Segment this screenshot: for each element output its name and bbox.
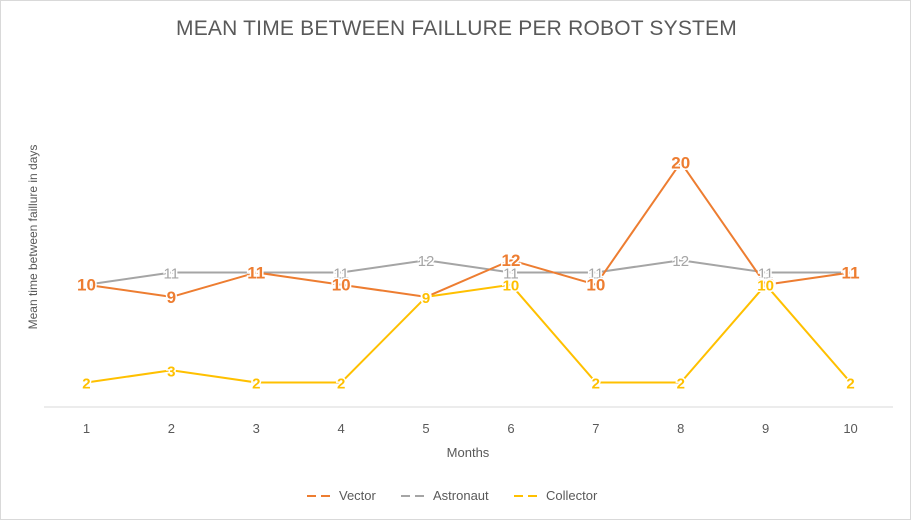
chart-title: MEAN TIME BETWEEN FAILLURE PER ROBOT SYS… <box>176 17 737 40</box>
data-label-astronaut: 11 <box>588 266 604 283</box>
data-label-vector: 10 <box>756 276 775 295</box>
data-label-collector: 10 <box>503 278 520 295</box>
x-axis-label: Months <box>447 445 490 460</box>
data-label-collector: 2 <box>592 376 600 393</box>
data-label-astronaut: 11 <box>503 266 519 283</box>
data-label-vector: 11 <box>842 264 860 283</box>
data-label-vector: 20 <box>671 153 690 172</box>
data-label-astronaut: 11 <box>843 266 859 283</box>
data-label-astronaut: 12 <box>672 253 689 270</box>
x-tick-label: 8 <box>677 421 684 436</box>
data-label-vector: 10 <box>586 276 605 295</box>
data-label-collector: 3 <box>167 363 175 380</box>
data-label-collector: 10 <box>757 278 774 295</box>
data-label-vector: 9 <box>421 288 430 307</box>
data-label-vector: 11 <box>247 264 265 283</box>
data-label-astronaut: 11 <box>164 266 180 283</box>
series-lines <box>85 161 852 384</box>
data-label-collector: 2 <box>677 376 685 393</box>
legend-label-collector: Collector <box>546 488 598 503</box>
data-label-collector: 2 <box>252 376 260 393</box>
series-line-astronaut <box>85 259 852 286</box>
x-tick-labels: 1 2 3 4 5 6 7 8 9 10 <box>83 421 858 436</box>
data-label-astronaut: 11 <box>248 266 264 283</box>
x-tick-label: 7 <box>592 421 599 436</box>
x-tick-label: 9 <box>762 421 769 436</box>
data-label-vector: 9 <box>167 288 176 307</box>
data-label-astronaut: 11 <box>758 266 774 283</box>
x-tick-label: 5 <box>422 421 429 436</box>
data-label-vector: 10 <box>77 276 96 295</box>
data-label-collector: 9 <box>422 290 430 307</box>
data-label-astronaut: 11 <box>333 266 349 283</box>
series-line-vector <box>85 161 852 298</box>
data-label-vector: 10 <box>332 276 351 295</box>
legend-label-astronaut: Astronaut <box>433 488 489 503</box>
y-axis-label: Mean time between faillure in days <box>26 145 40 330</box>
x-tick-label: 1 <box>83 421 90 436</box>
legend: Vector Astronaut Collector <box>307 488 598 503</box>
data-label-astronaut: 10 <box>78 278 95 295</box>
x-tick-label: 10 <box>843 421 857 436</box>
legend-label-vector: Vector <box>339 488 377 503</box>
x-tick-label: 4 <box>338 421 345 436</box>
data-label-collector: 2 <box>846 376 854 393</box>
series-line-collector <box>85 283 852 384</box>
data-label-collector: 2 <box>82 376 90 393</box>
data-label-vector: 12 <box>501 251 520 270</box>
x-tick-label: 2 <box>168 421 175 436</box>
data-label-collector: 2 <box>337 376 345 393</box>
data-label-astronaut: 12 <box>418 253 435 270</box>
x-tick-label: 3 <box>253 421 260 436</box>
x-tick-label: 6 <box>507 421 514 436</box>
